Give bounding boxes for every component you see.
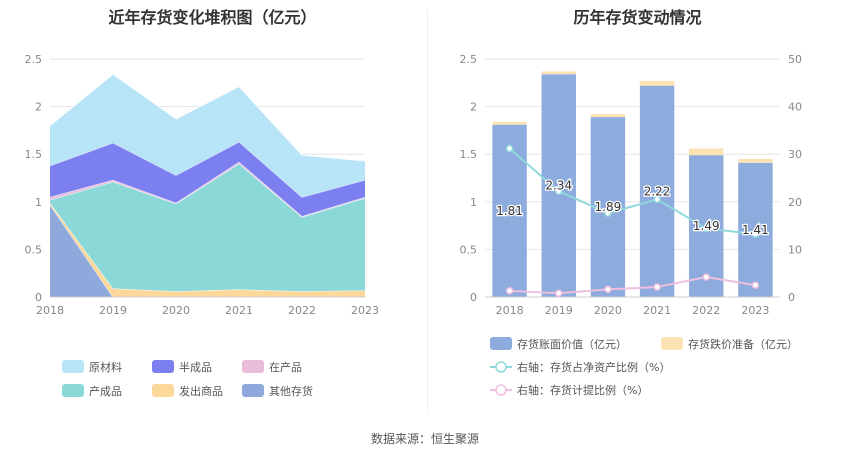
left-legend-swatch xyxy=(62,360,84,373)
bar-impairment-provision xyxy=(541,71,576,75)
point-net-asset-ratio xyxy=(653,195,661,204)
point-provision-ratio xyxy=(505,287,514,295)
left-x-tick-label: 2019 xyxy=(99,304,127,317)
panel-divider xyxy=(427,10,428,410)
left-y-tick-label: 2.5 xyxy=(25,53,43,66)
right-legend-swatch xyxy=(661,337,683,350)
right-y2-tick-label: 10 xyxy=(788,243,802,256)
point-net-asset-ratio xyxy=(751,230,760,238)
right-legend-swatch xyxy=(490,337,512,350)
bar-value-label: 2.22 xyxy=(644,184,671,198)
area-series-其他存货 xyxy=(50,204,365,297)
point-net-asset-ratio xyxy=(702,224,710,233)
point-provision-ratio xyxy=(653,283,661,291)
area-series-产成品 xyxy=(50,163,365,292)
bar-book-value xyxy=(639,85,675,297)
right-y-tick-label: 2 xyxy=(470,101,477,114)
right-y-tick-label: 1.5 xyxy=(460,148,478,161)
area-series-原材料 xyxy=(50,74,365,198)
bar-impairment-provision xyxy=(689,148,724,156)
right-legend-label: 存货账面价值（亿元） xyxy=(517,337,627,351)
left-legend-swatch xyxy=(152,360,174,373)
right-y2-tick-label: 20 xyxy=(788,196,802,209)
right-x-tick-label: 2022 xyxy=(692,304,720,317)
left-legend-label: 原材料 xyxy=(89,360,122,374)
right-x-tick-label: 2023 xyxy=(741,304,769,317)
area-series-edge xyxy=(49,73,366,162)
point-net-asset-ratio xyxy=(604,209,612,217)
bar-value-label: 1.81 xyxy=(496,204,523,218)
left-legend-label: 在产品 xyxy=(269,360,302,374)
right-y-tick-label: 2.5 xyxy=(460,53,478,66)
point-provision-ratio xyxy=(702,273,710,281)
left-y-tick-label: 2 xyxy=(35,101,42,114)
left-legend-swatch xyxy=(62,384,84,397)
line-provision-ratio xyxy=(509,275,756,295)
left-legend-swatch xyxy=(242,360,264,373)
bar-book-value xyxy=(492,124,527,297)
right-legend-label: 右轴：存货计提比例（%） xyxy=(517,383,648,397)
left-x-tick-label: 2023 xyxy=(351,304,379,317)
right-y-tick-label: 0.5 xyxy=(460,243,478,256)
bar-book-value xyxy=(541,74,576,298)
left-y-tick-label: 0.5 xyxy=(25,243,43,256)
left-y-tick-label: 1.5 xyxy=(25,148,43,161)
bar-impairment-provision xyxy=(738,158,773,163)
bar-book-value xyxy=(738,162,773,297)
bar-value-label: 1.89 xyxy=(595,200,622,214)
left-chart-title: 近年存货变化堆积图（亿元） xyxy=(108,8,317,27)
left-legend-swatch xyxy=(152,384,174,397)
left-legend-swatch xyxy=(242,384,264,397)
right-legend-marker xyxy=(495,384,507,396)
right-legend-marker xyxy=(495,361,507,373)
area-series-半成品 xyxy=(50,141,365,217)
bar-value-label: 1.41 xyxy=(742,223,769,237)
point-provision-ratio xyxy=(751,281,760,289)
left-legend-label: 其他存货 xyxy=(269,384,313,398)
left-x-tick-label: 2022 xyxy=(288,304,316,317)
left-legend-label: 产成品 xyxy=(89,384,122,398)
right-x-tick-label: 2020 xyxy=(594,304,622,317)
left-x-tick-label: 2018 xyxy=(36,304,64,317)
point-net-asset-ratio xyxy=(505,144,514,153)
right-y-tick-label: 0 xyxy=(470,291,477,304)
left-legend-label: 发出商品 xyxy=(179,384,223,398)
left-y-tick-label: 0 xyxy=(35,291,42,304)
right-legend-label: 右轴：存货占净资产比例（%） xyxy=(517,360,670,374)
right-legend-label: 存货跌价准备（亿元） xyxy=(688,337,798,351)
left-x-tick-label: 2020 xyxy=(162,304,190,317)
right-y-tick-label: 1 xyxy=(470,196,477,209)
left-y-tick-label: 1 xyxy=(35,196,42,209)
line-net-asset-ratio xyxy=(508,147,756,236)
point-net-asset-ratio xyxy=(555,187,563,196)
left-legend-label: 半成品 xyxy=(179,360,212,374)
bar-value-label: 2.34 xyxy=(545,179,572,193)
bar-impairment-provision xyxy=(590,114,626,118)
right-y2-tick-label: 0 xyxy=(788,291,795,304)
right-x-tick-label: 2021 xyxy=(643,304,671,317)
right-y2-tick-label: 40 xyxy=(788,101,802,114)
bar-impairment-provision xyxy=(639,80,675,86)
point-provision-ratio xyxy=(604,285,612,294)
right-x-tick-label: 2018 xyxy=(496,304,524,317)
point-provision-ratio xyxy=(555,289,563,297)
bar-value-label: 1.49 xyxy=(693,219,720,233)
right-y2-tick-label: 30 xyxy=(788,148,802,161)
right-chart-title: 历年存货变动情况 xyxy=(573,8,702,27)
left-x-tick-label: 2021 xyxy=(225,304,253,317)
right-x-tick-label: 2019 xyxy=(545,304,573,317)
bar-impairment-provision xyxy=(492,121,527,125)
data-source-note: 数据来源：恒生聚源 xyxy=(370,432,479,446)
right-y2-tick-label: 50 xyxy=(788,53,802,66)
